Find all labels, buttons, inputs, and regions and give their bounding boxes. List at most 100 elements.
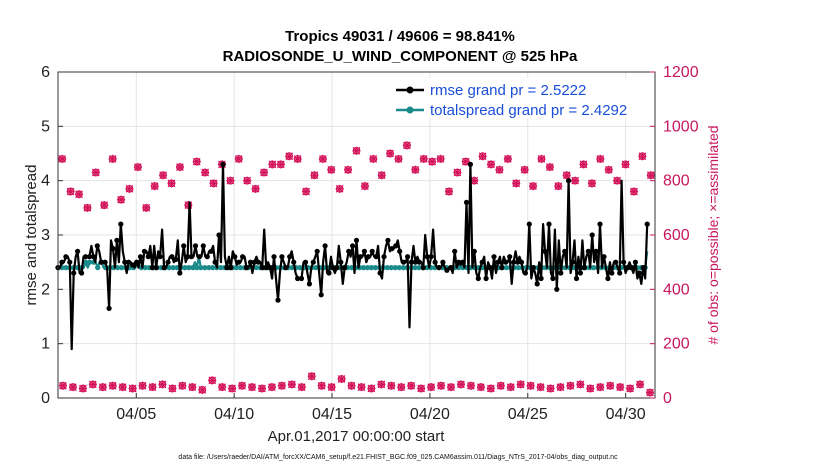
series-rmse-point	[444, 267, 450, 273]
series-rmse-point	[165, 259, 171, 265]
obs-assimilated-marker	[606, 381, 615, 390]
obs-assimilated-marker	[526, 381, 535, 390]
obs-point-low	[168, 384, 177, 393]
obs-point-low	[566, 381, 575, 390]
obs-point-high	[529, 182, 538, 191]
obs-point-high	[487, 160, 496, 169]
series-totalspread-point	[364, 265, 371, 271]
obs-assimilated-marker	[456, 380, 465, 389]
obs-point-low	[248, 383, 257, 392]
obs-assimilated-marker	[178, 381, 187, 390]
series-totalspread-point	[384, 265, 390, 271]
obs-point-low	[257, 384, 266, 393]
obs-assimilated-marker	[337, 374, 346, 383]
obs-assimilated-marker	[377, 380, 386, 389]
obs-point-high	[192, 157, 201, 166]
series-rmse-point	[538, 275, 544, 282]
series-rmse-point	[90, 254, 96, 260]
series-totalspread-point	[503, 265, 509, 271]
obs-point-high	[108, 154, 117, 163]
obs-assimilated-marker	[495, 165, 504, 174]
obs-assimilated-marker	[387, 381, 396, 390]
series-totalspread-point	[237, 265, 244, 271]
series-rmse-point	[79, 270, 85, 276]
obs-point-high	[302, 187, 311, 196]
series-rmse-point	[577, 270, 584, 276]
obs-point-high	[453, 168, 462, 177]
series-rmse-point	[463, 199, 470, 205]
series-totalspread-point	[368, 265, 374, 271]
series-rmse-point	[279, 254, 285, 260]
obs-point-high	[75, 190, 84, 199]
obs-assimilated-marker	[287, 380, 296, 389]
obs-point-high	[562, 171, 571, 180]
obs-assimilated-marker	[638, 152, 647, 161]
obs-assimilated-marker	[536, 383, 545, 392]
series-rmse-point	[507, 254, 513, 260]
series-rmse-point	[436, 265, 442, 271]
y-left-tick-label: 0	[41, 390, 50, 407]
obs-assimilated-marker	[234, 154, 243, 163]
obs-point-high	[428, 157, 437, 166]
series-totalspread-point	[194, 265, 200, 271]
series-rmse-point	[401, 259, 407, 265]
y-right-tick-label: 1000	[663, 118, 699, 135]
obs-point-high	[604, 165, 613, 174]
obs-assimilated-marker	[159, 171, 168, 180]
series-rmse-point	[114, 237, 120, 243]
x-tick-label: 04/15	[312, 406, 352, 423]
obs-point-high	[175, 163, 184, 172]
obs-point-high	[66, 187, 75, 196]
series-rmse-point	[236, 259, 242, 265]
series-rmse-point	[585, 248, 591, 254]
obs-assimilated-marker	[307, 372, 316, 381]
series-rmse-point	[220, 161, 226, 167]
obs-point-low	[626, 384, 635, 393]
series-totalspread-point	[170, 265, 176, 271]
obs-point-low	[367, 384, 376, 393]
obs-point-high	[638, 152, 647, 161]
series-rmse-point	[452, 248, 458, 254]
obs-assimilated-marker	[251, 184, 260, 193]
obs-point-low	[148, 383, 157, 392]
obs-point-low	[88, 380, 97, 389]
series-totalspread-point	[166, 265, 172, 271]
series-rmse-point	[330, 265, 336, 271]
series-rmse-point	[130, 262, 136, 268]
obs-point-high	[327, 165, 336, 174]
series-rmse-point	[240, 254, 246, 260]
series-totalspread-point	[388, 265, 394, 271]
line-series-layer	[55, 161, 650, 351]
series-rmse-point	[267, 265, 273, 271]
obs-point-low	[466, 381, 475, 390]
series-rmse-point	[644, 221, 650, 227]
obs-assimilated-marker	[310, 171, 319, 180]
obs-point-high	[167, 179, 176, 188]
series-rmse-point	[228, 265, 234, 271]
series-rmse-point	[542, 248, 548, 254]
series-rmse-point	[628, 265, 635, 271]
series-rmse-point	[346, 248, 352, 254]
obs-assimilated-marker	[88, 380, 97, 389]
obs-assimilated-marker	[260, 168, 269, 177]
x-tick-label: 04/30	[606, 406, 646, 423]
obs-assimilated-marker	[297, 383, 306, 392]
obs-assimilated-marker	[367, 384, 376, 393]
obs-point-high	[512, 179, 521, 188]
series-rmse-point	[593, 248, 599, 254]
series-rmse-point	[251, 259, 257, 265]
obs-assimilated-marker	[571, 176, 580, 185]
obs-assimilated-marker	[192, 157, 201, 166]
series-rmse-point	[63, 254, 69, 260]
series-rmse-point	[200, 243, 206, 249]
series-rmse-point	[232, 254, 238, 260]
y-right-tick-label: 400	[663, 281, 690, 298]
obs-assimilated-marker	[506, 383, 515, 392]
obs-point-low	[98, 383, 107, 392]
obs-point-high	[579, 160, 588, 169]
obs-point-high	[520, 165, 529, 174]
series-rmse-point	[350, 243, 356, 249]
obs-point-low	[218, 383, 227, 392]
series-rmse-point	[558, 270, 564, 276]
